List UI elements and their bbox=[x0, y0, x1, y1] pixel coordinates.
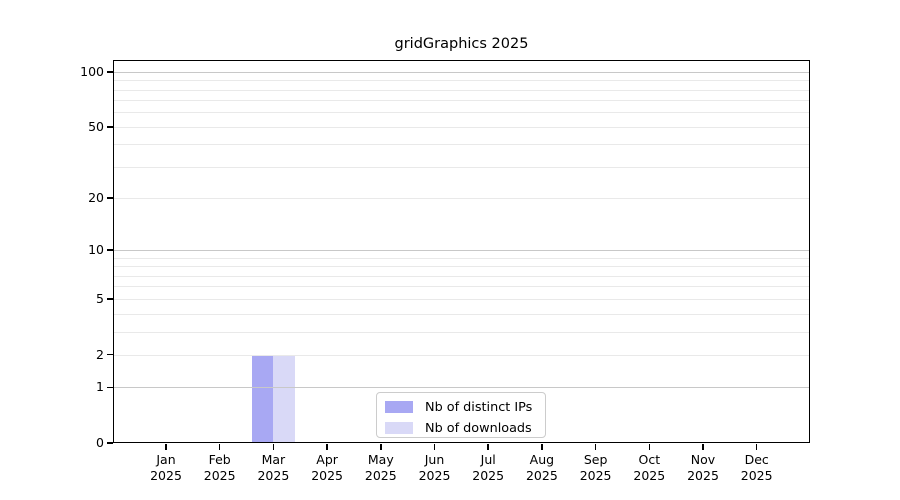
legend-swatch-downloads bbox=[385, 421, 413, 435]
legend-item-downloads: Nb of downloads bbox=[385, 419, 545, 437]
x-tick bbox=[380, 444, 382, 450]
gridline-minor bbox=[113, 257, 810, 259]
x-tick bbox=[487, 444, 489, 450]
gridline-minor bbox=[113, 89, 810, 91]
y-tick bbox=[106, 126, 113, 128]
gridline-minor bbox=[113, 266, 810, 268]
x-tick-label: Nov 2025 bbox=[687, 452, 719, 483]
x-tick bbox=[648, 444, 651, 450]
gridline-major bbox=[113, 250, 810, 252]
legend-label-downloads: Nb of downloads bbox=[425, 420, 532, 436]
y-tick bbox=[106, 353, 113, 356]
x-tick-label: Apr 2025 bbox=[311, 452, 343, 483]
y-tick bbox=[106, 298, 113, 300]
legend-label-distinct-ips: Nb of distinct IPs bbox=[425, 399, 533, 415]
gridline-minor bbox=[113, 126, 810, 128]
gridline-major bbox=[113, 71, 810, 73]
gridline-minor bbox=[113, 313, 810, 315]
x-tick bbox=[594, 444, 597, 450]
y-tick-label: 0 bbox=[96, 435, 104, 450]
gridline-minor bbox=[113, 354, 810, 356]
x-tick bbox=[433, 444, 436, 450]
gridline-minor bbox=[113, 331, 810, 333]
bar-nb-of-distinct-ips bbox=[251, 354, 274, 443]
y-tick bbox=[106, 442, 113, 444]
legend: Nb of distinct IPs Nb of downloads bbox=[376, 392, 546, 438]
y-tick-label: 5 bbox=[96, 290, 104, 306]
x-tick bbox=[326, 444, 328, 450]
x-tick-label: Aug 2025 bbox=[525, 452, 558, 483]
y-tick bbox=[106, 197, 113, 199]
gridline-minor bbox=[113, 100, 810, 102]
y-tick-label: 1 bbox=[96, 379, 104, 395]
x-tick bbox=[165, 444, 167, 450]
gridline-minor bbox=[113, 198, 810, 200]
chart-title: gridGraphics 2025 bbox=[394, 36, 529, 52]
x-tick-label: Jul 2025 bbox=[472, 452, 505, 483]
x-tick bbox=[218, 444, 221, 450]
gridline-minor bbox=[113, 275, 810, 277]
y-tick bbox=[106, 249, 113, 251]
x-tick bbox=[541, 444, 543, 450]
y-tick bbox=[106, 386, 113, 388]
gridline-minor bbox=[113, 298, 810, 300]
x-tick-label: Jan 2025 bbox=[150, 452, 182, 483]
x-tick-label: Feb 2025 bbox=[203, 452, 236, 483]
x-tick-label: Dec 2025 bbox=[740, 452, 773, 483]
y-tick-label: 50 bbox=[88, 118, 104, 134]
gridline-minor bbox=[113, 112, 810, 114]
gridline-major bbox=[113, 387, 810, 389]
plot-area bbox=[113, 60, 810, 443]
x-tick-label: Sep 2025 bbox=[579, 452, 612, 483]
x-tick bbox=[702, 444, 704, 450]
x-tick bbox=[755, 444, 758, 450]
x-tick-label: Oct 2025 bbox=[633, 452, 666, 483]
x-tick-label: Jun 2025 bbox=[418, 452, 451, 483]
legend-swatch-distinct-ips bbox=[385, 400, 413, 414]
x-tick bbox=[272, 444, 275, 450]
x-tick-label: Mar 2025 bbox=[257, 452, 290, 483]
gridline-minor bbox=[113, 80, 810, 82]
gridline-minor bbox=[113, 286, 810, 288]
gridline-minor bbox=[113, 144, 810, 146]
y-tick-label: 20 bbox=[88, 190, 104, 206]
y-tick-label: 2 bbox=[96, 346, 104, 362]
legend-item-distinct-ips: Nb of distinct IPs bbox=[385, 398, 545, 416]
y-tick-label: 10 bbox=[88, 242, 104, 258]
y-tick-label: 100 bbox=[80, 63, 104, 79]
gridline-minor bbox=[113, 166, 810, 168]
x-tick-label: May 2025 bbox=[364, 452, 397, 483]
bar-nb-of-downloads bbox=[273, 354, 295, 443]
y-tick bbox=[106, 71, 113, 73]
